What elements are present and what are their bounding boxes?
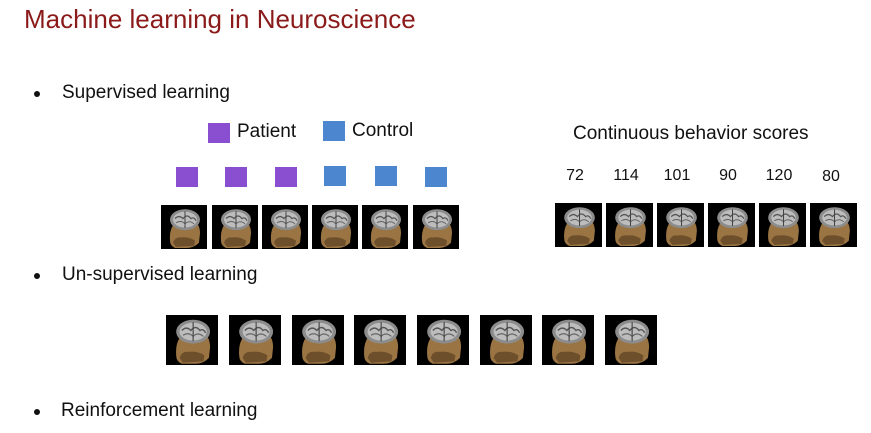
brain-mri-head-icon bbox=[810, 203, 857, 247]
bullet-dot bbox=[34, 273, 40, 279]
brain-mri-head-icon bbox=[542, 315, 594, 365]
legend-patient-swatch bbox=[208, 123, 230, 143]
brain-mri-head-icon bbox=[413, 205, 459, 249]
continuous-scores-heading: Continuous behavior scores bbox=[573, 123, 809, 144]
brain-mri-head-icon bbox=[212, 205, 258, 249]
score-value: 80 bbox=[822, 168, 840, 185]
bullet-supervised: Supervised learning bbox=[62, 82, 230, 103]
brain-mri-head-icon bbox=[229, 315, 281, 365]
class-label-control bbox=[375, 166, 397, 186]
brain-mri-head-icon bbox=[166, 315, 218, 365]
brain-mri-head-icon bbox=[605, 315, 657, 365]
legend-control-label: Control bbox=[352, 120, 414, 141]
legend-patient-label: Patient bbox=[237, 121, 297, 142]
brain-mri-head-icon bbox=[362, 205, 408, 249]
class-label-control bbox=[425, 167, 447, 187]
class-label-patient bbox=[225, 167, 247, 187]
score-value: 90 bbox=[719, 167, 737, 184]
brain-mri-head-icon bbox=[312, 205, 358, 249]
class-label-patient bbox=[176, 167, 198, 187]
brain-mri-head-icon bbox=[292, 315, 344, 365]
slide-title: Machine learning in Neuroscience bbox=[24, 4, 416, 34]
bullet-unsupervised: Un-supervised learning bbox=[62, 264, 258, 285]
score-value: 114 bbox=[613, 167, 639, 184]
brain-mri-head-icon bbox=[262, 205, 308, 249]
brain-mri-head-icon bbox=[417, 315, 469, 365]
brain-mri-head-icon bbox=[555, 203, 602, 247]
brain-mri-head-icon bbox=[354, 315, 406, 365]
legend-control-swatch bbox=[323, 121, 345, 141]
brain-mri-head-icon bbox=[480, 315, 532, 365]
score-value: 120 bbox=[765, 167, 793, 184]
bullet-dot bbox=[34, 409, 40, 415]
brain-mri-head-icon bbox=[657, 203, 704, 247]
brain-mri-head-icon bbox=[606, 203, 653, 247]
brain-mri-head-icon bbox=[759, 203, 806, 247]
class-label-patient bbox=[275, 167, 297, 187]
score-value: 101 bbox=[663, 167, 691, 184]
score-value: 72 bbox=[566, 167, 584, 184]
brain-mri-head-icon bbox=[161, 205, 207, 249]
bullet-dot bbox=[34, 91, 40, 97]
bullet-reinforcement: Reinforcement learning bbox=[61, 400, 258, 421]
brain-mri-head-icon bbox=[708, 203, 755, 247]
class-label-control bbox=[324, 166, 346, 186]
